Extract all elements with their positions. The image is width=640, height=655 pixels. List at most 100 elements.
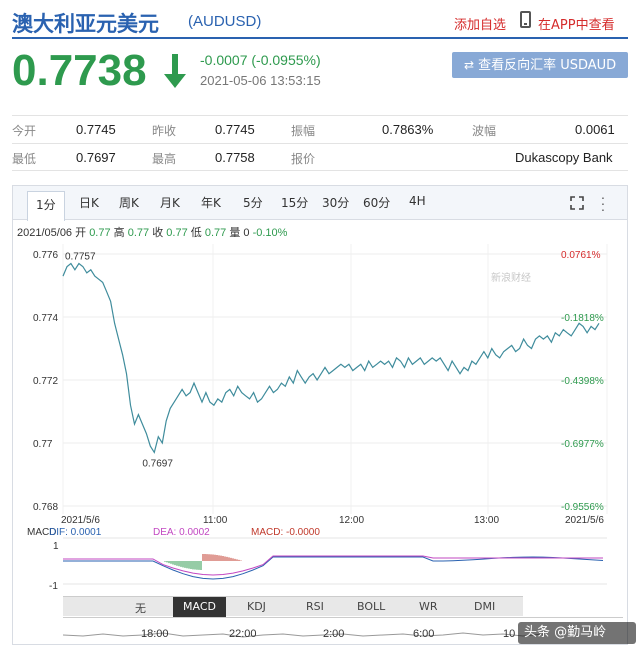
swap-icon: ⇄: [464, 58, 475, 72]
nav-time: 6:00: [413, 628, 435, 640]
amplitude-value: 0.7863%: [382, 122, 434, 137]
low-annotation: 0.7697: [142, 458, 173, 469]
indicator-tabs: 无 MACD KDJ RSI BOLL WR DMI: [63, 596, 523, 617]
macd-ytop: 1: [53, 541, 59, 552]
fullscreen-icon[interactable]: [570, 196, 584, 210]
tab-4h[interactable]: 4H: [409, 194, 426, 208]
indicator-macd[interactable]: MACD: [173, 597, 226, 617]
indicator-none[interactable]: 无: [135, 602, 146, 615]
y-tick-label: 0.776: [33, 250, 58, 261]
info-open-label: 开: [75, 227, 87, 239]
high-annotation: 0.7757: [65, 251, 96, 262]
macd-histogram: [164, 554, 242, 570]
macd-dif-line: [63, 556, 604, 580]
pct-tick-label: -0.4398%: [561, 376, 604, 387]
nav-time: 10: [503, 628, 516, 640]
nav-time: 2:00: [323, 628, 345, 640]
y-tick-label: 0.772: [33, 376, 58, 387]
macd-dea-line: [63, 555, 603, 576]
x-tick-label: 2021/5/6: [61, 515, 100, 526]
tab-weekly[interactable]: 周K: [119, 196, 139, 210]
macd-dea: DEA: 0.0002: [153, 527, 210, 538]
prev-close-value: 0.7745: [215, 122, 255, 137]
stats-row: 最低 0.7697 最高 0.7758 报价 Dukascopy Bank: [12, 143, 628, 171]
view-in-app-link[interactable]: 在APP中查看: [538, 18, 615, 33]
navigator-line: [63, 632, 544, 638]
more-options-icon[interactable]: · · ·: [600, 189, 606, 217]
info-low: 0.77: [204, 227, 227, 239]
indicator-kdj[interactable]: KDJ: [247, 600, 266, 613]
wave-label: 波幅: [472, 124, 497, 138]
pct-tick-label: -0.6977%: [561, 439, 604, 450]
prev-close-label: 昨收: [152, 124, 177, 138]
tab-60min[interactable]: 60分: [363, 196, 391, 210]
nav-time: 18:00: [141, 628, 169, 640]
symbol-code: (AUDUSD): [188, 13, 262, 30]
tab-yearly[interactable]: 年K: [201, 196, 221, 210]
tab-30min[interactable]: 30分: [322, 196, 350, 210]
high-label: 最高: [152, 152, 177, 166]
stats-row: 今开 0.7745 昨收 0.7745 振幅 0.7863% 波幅 0.0061: [12, 115, 628, 143]
x-tick-label: 11:00: [203, 515, 228, 526]
current-price: 0.7738: [12, 46, 147, 95]
pct-tick-label: 0.0761%: [561, 250, 601, 261]
reverse-rate-button[interactable]: ⇄ 查看反向汇率 USDAUD: [452, 52, 628, 78]
low-value: 0.7697: [76, 150, 116, 165]
down-arrow-icon: [164, 54, 186, 88]
indicator-rsi[interactable]: RSI: [306, 600, 324, 613]
info-high: 0.77: [127, 227, 150, 239]
header: 澳大利亚元美元 (AUDUSD) 添加自选 在APP中查看: [12, 6, 632, 36]
phone-icon: [520, 11, 531, 28]
range-navigator[interactable]: 18:00 22:00 2:00 6:00 10: [63, 617, 623, 644]
info-date: 2021/05/06: [17, 227, 73, 239]
page-title: 澳大利亚元美元: [12, 12, 159, 36]
tab-1min[interactable]: 1分: [27, 191, 65, 221]
quote-source-label: 报价: [291, 152, 316, 166]
y-tick-label: 0.768: [33, 502, 58, 513]
low-label: 最低: [12, 152, 37, 166]
price-change: -0.0007 (-0.0955%): [200, 52, 321, 68]
indicator-wr[interactable]: WR: [419, 600, 438, 613]
ohlc-info: 2021/05/06 开 0.77 高 0.77 收 0.77 低 0.77 量…: [17, 224, 287, 240]
tab-daily[interactable]: 日K: [79, 196, 99, 210]
indicator-dmi[interactable]: DMI: [474, 600, 496, 613]
macd-dif: DIF: 0.0001: [49, 527, 102, 538]
x-tick-label: 12:00: [339, 515, 364, 526]
chart-tabs: 1分 日K 周K 月K 年K 5分 15分 30分 60分 4H · · ·: [13, 186, 627, 221]
amplitude-label: 振幅: [291, 124, 316, 138]
macd-ybottom: -1: [49, 581, 58, 592]
tab-5min[interactable]: 5分: [243, 196, 263, 210]
y-tick-label: 0.774: [33, 313, 58, 324]
chart-panel: 1分 日K 周K 月K 年K 5分 15分 30分 60分 4H · · · 202…: [12, 185, 628, 645]
indicator-boll[interactable]: BOLL: [357, 600, 386, 613]
info-vol: 0: [243, 227, 250, 239]
price-chart[interactable]: 0.776 0.774 0.772 0.77 0.768 0.0761% -0.1818%…: [13, 186, 627, 594]
sina-watermark: 新浪财经: [491, 271, 531, 284]
tab-monthly[interactable]: 月K: [160, 196, 180, 210]
x-tick-label: 13:00: [474, 515, 499, 526]
add-watchlist-link[interactable]: 添加自选: [454, 18, 507, 33]
tab-15min[interactable]: 15分: [281, 196, 309, 210]
info-close-label: 收: [152, 227, 164, 239]
price-line: [62, 262, 600, 454]
quote-time: 2021-05-06 13:53:15: [200, 73, 321, 88]
pct-tick-label: -0.1818%: [561, 313, 604, 324]
info-low-label: 低: [190, 227, 202, 239]
y-tick-label: 0.77: [33, 439, 53, 450]
open-label: 今开: [12, 124, 37, 138]
title-divider: [12, 37, 628, 39]
info-close: 0.77: [166, 227, 188, 239]
info-high-label: 高: [113, 227, 125, 239]
info-vol-label: 量: [229, 227, 241, 239]
info-open: 0.77: [89, 227, 111, 239]
macd-label: MACD: [27, 527, 56, 538]
macd-value: MACD: -0.0000: [251, 527, 320, 538]
stats-table: 今开 0.7745 昨收 0.7745 振幅 0.7863% 波幅 0.0061…: [12, 115, 628, 171]
info-pct: -0.10%: [252, 227, 288, 239]
wave-value: 0.0061: [575, 122, 615, 137]
quote-source-value: Dukascopy Bank: [515, 150, 613, 165]
pct-tick-label: -0.9556%: [561, 502, 604, 513]
toutiao-watermark: 头条 @勤马岭: [518, 622, 636, 644]
high-value: 0.7758: [215, 150, 255, 165]
nav-time: 22:00: [229, 628, 257, 640]
